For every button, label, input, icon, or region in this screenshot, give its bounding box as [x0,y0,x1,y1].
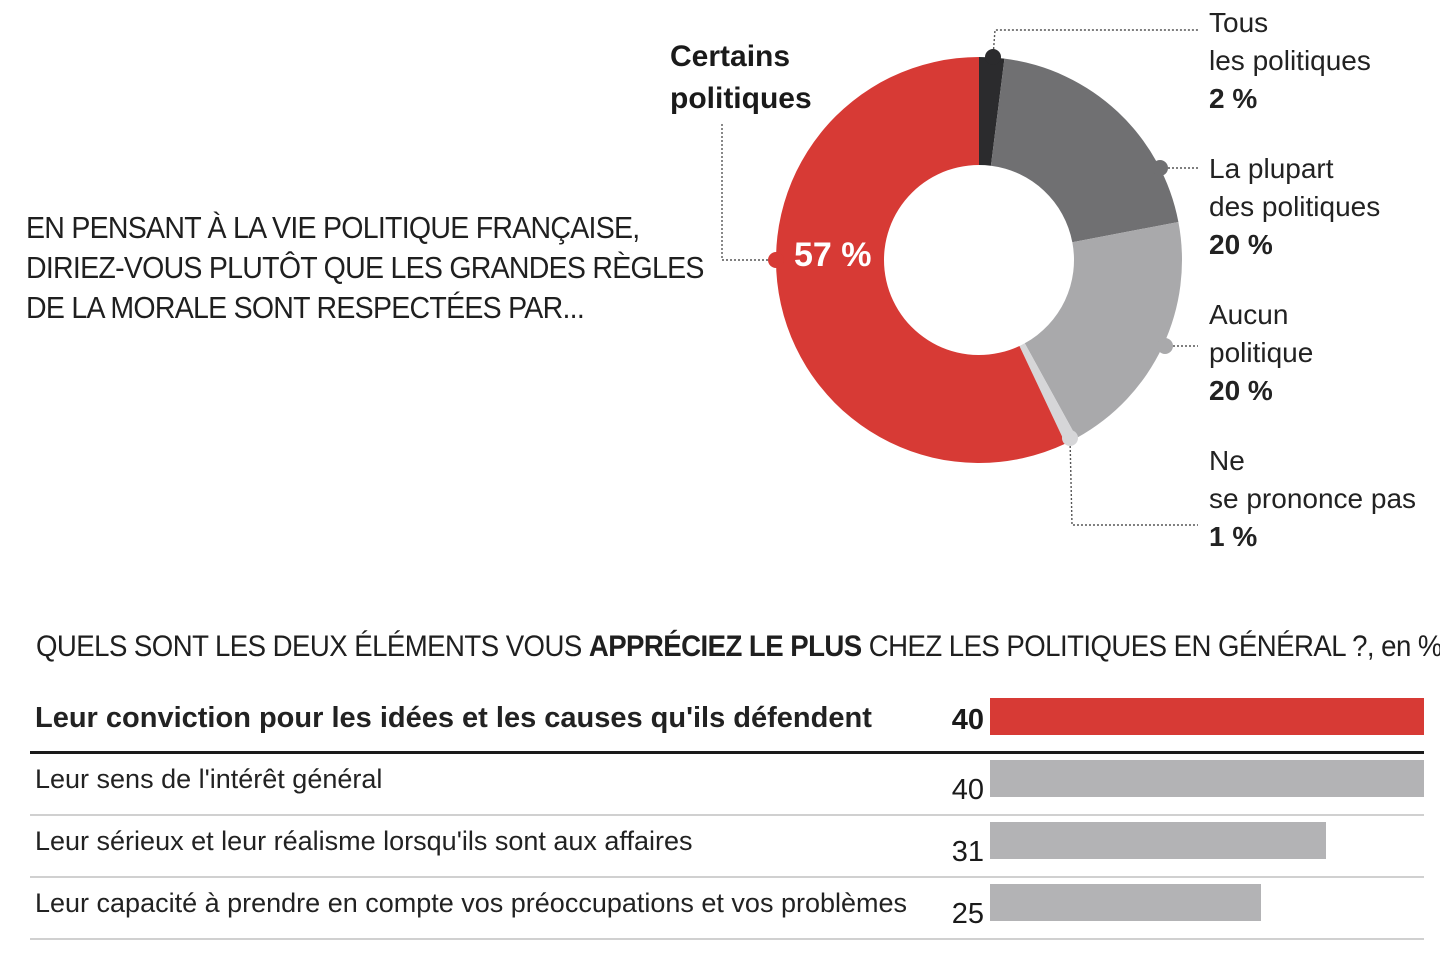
bar-label: Leur capacité à prendre en compte vos pr… [35,888,908,918]
slice-nsp [1019,343,1077,444]
donut-chart [721,29,1198,526]
leader-line [721,122,776,261]
bar [990,760,1424,797]
slice-label-line: politique [1209,337,1314,368]
bar-label: Leur conviction pour les idées et les ca… [35,702,872,734]
bar-label: Leur sérieux et leur réalisme lorsqu'ils… [35,826,693,856]
bar-value: 31 [951,836,984,868]
slice-label-plupart: La plupart des politiques 20 % [1209,150,1380,264]
leader-dot [1062,430,1078,446]
leader-line [1069,437,1198,526]
slice-label-line: les politiques [1209,45,1371,76]
slice-label-aucun: Aucun politique 20 % [1209,296,1313,410]
slice-aucun [1024,221,1182,438]
leader-line [992,29,1198,58]
row-separator [30,751,1424,754]
slice-label-line: La plupart [1209,153,1334,184]
slice-pct-certains: 57 % [794,236,872,274]
donut-question-line: DE LA MORALE SONT RESPECTÉES PAR... [26,290,585,325]
slice-pct: 20 % [1209,375,1273,406]
leader-dot [1157,338,1173,354]
slice-label-line: se prononce pas [1209,483,1417,514]
bar-value: 25 [951,898,984,930]
bar-row: Leur conviction pour les idées et les ca… [30,692,1424,754]
bar-title-post: CHEZ LES POLITIQUES EN GÉNÉRAL ?, en % [861,630,1440,663]
bar [990,698,1424,735]
bar [990,884,1262,921]
bar-value: 40 [951,704,984,736]
row-separator [30,814,1424,816]
donut-question-line: EN PENSANT À LA VIE POLITIQUE FRANÇAISE, [26,210,640,245]
slice-certains [775,57,1066,463]
bar-row: Leur sens de l'intérêt général 40 [30,754,1424,816]
leader-dot [768,252,784,268]
leader-dot [985,49,1001,65]
slice-label-nsp: Ne se prononce pas 1 % [1209,442,1416,556]
slice-pct: 1 % [1209,521,1258,552]
slice-plupart [990,58,1179,243]
slice-pct: 2 % [1209,83,1258,114]
slice-label-certains: Certains politiques [670,36,812,120]
slice-label-line: des politiques [1209,191,1381,222]
slice-label-line: politiques [670,82,812,115]
donut-question-line: DIRIEZ-VOUS PLUTÔT QUE LES GRANDES RÈGLE… [26,250,704,285]
slice-label-line: Certains [670,40,791,73]
slice-label-tous: Tous les politiques 2 % [1209,4,1371,118]
slice-tous [979,57,1005,166]
row-separator [30,876,1424,878]
bar-value: 40 [951,774,984,806]
bar-title-pre: QUELS SONT LES DEUX ÉLÉMENTS VOUS [36,630,589,663]
bar-title-bold: APPRÉCIEZ LE PLUS [588,630,862,663]
bar [990,822,1327,859]
bar-chart-title: QUELS SONT LES DEUX ÉLÉMENTS VOUS APPRÉC… [36,630,1440,664]
bar-row: Leur capacité à prendre en compte vos pr… [30,878,1424,940]
slice-label-line: Ne [1209,445,1245,476]
leader-dot [1152,160,1168,176]
slice-label-line: Aucun [1209,299,1289,330]
row-separator [30,938,1424,940]
slice-label-line: Tous [1209,7,1269,38]
bar-row: Leur sérieux et leur réalisme lorsqu'ils… [30,816,1424,878]
bar-label: Leur sens de l'intérêt général [35,764,383,794]
slice-pct: 20 % [1209,229,1273,260]
donut-question: EN PENSANT À LA VIE POLITIQUE FRANÇAISE,… [26,208,704,328]
